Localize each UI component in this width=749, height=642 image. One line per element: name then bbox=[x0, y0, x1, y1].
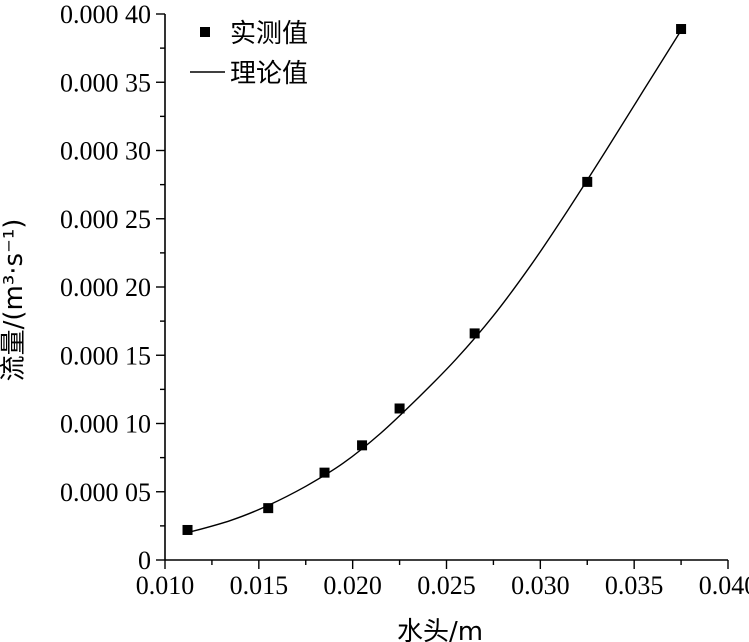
measured-point bbox=[394, 403, 405, 414]
x-tick-label: 0.030 bbox=[511, 571, 570, 600]
y-tick-label: 0.000 15 bbox=[60, 341, 151, 370]
y-tick-label: 0.000 10 bbox=[60, 410, 151, 439]
axes-group bbox=[164, 14, 728, 561]
measured-point bbox=[263, 503, 274, 514]
measured-point bbox=[582, 176, 593, 187]
y-tick-label: 0.000 25 bbox=[60, 205, 151, 234]
y-tick-label: 0.000 35 bbox=[60, 68, 151, 97]
legend-square-marker bbox=[200, 27, 210, 37]
y-tick-label: 0.000 30 bbox=[60, 137, 151, 166]
x-tick-label: 0.010 bbox=[136, 571, 195, 600]
y-tick-label: 0 bbox=[138, 546, 151, 575]
x-tick-label: 0.020 bbox=[323, 571, 382, 600]
y-axis-title: 流量/(m³·s⁻¹) bbox=[0, 219, 29, 382]
x-tick-label: 0.035 bbox=[605, 571, 664, 600]
measured-point bbox=[469, 328, 480, 339]
y-tick-label: 0.000 20 bbox=[60, 273, 151, 302]
y-tick-label: 0.000 40 bbox=[60, 0, 151, 29]
measured-point bbox=[182, 524, 193, 535]
measured-point bbox=[357, 440, 368, 451]
x-tick-label: 0.040 bbox=[699, 571, 749, 600]
measured-point bbox=[676, 24, 687, 35]
theory-line bbox=[187, 30, 682, 534]
x-tick-label: 0.025 bbox=[417, 571, 476, 600]
x-axis-title: 水头/m bbox=[397, 617, 483, 642]
series-group bbox=[182, 24, 687, 535]
measured-point bbox=[319, 467, 330, 478]
y-tick-label: 0.000 05 bbox=[60, 478, 151, 507]
legend-label-measured: 实测值 bbox=[230, 19, 308, 49]
legend-label-theory: 理论值 bbox=[230, 59, 308, 89]
x-axis-ticks: 0.010 0.015 0.020 0.025 0.030 0.035 0.040 bbox=[136, 560, 749, 600]
y-axis-ticks: 0 0.000 05 0.000 10 0.000 15 0.000 20 0.000 2… bbox=[60, 0, 165, 575]
x-tick-label: 0.015 bbox=[230, 571, 289, 600]
